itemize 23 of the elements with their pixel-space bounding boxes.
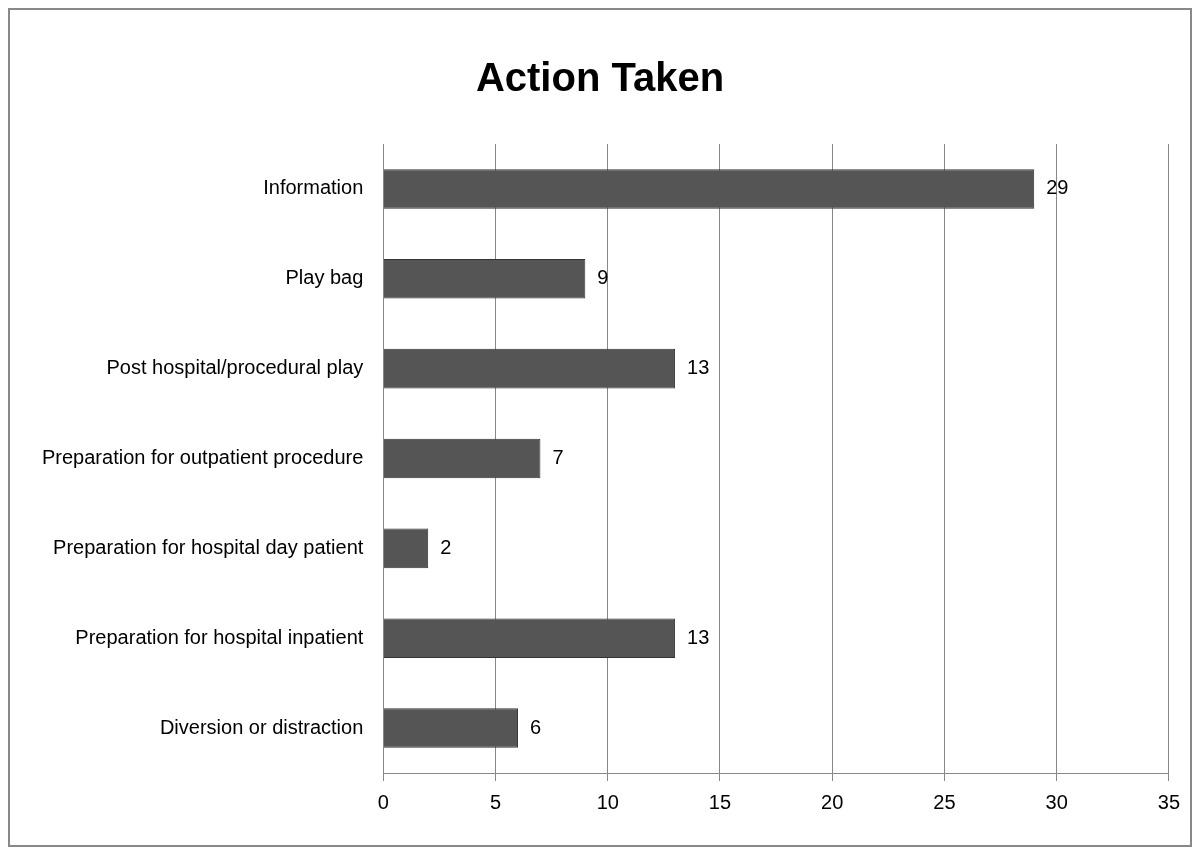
x-tick-label: 5	[489, 790, 502, 813]
y-tick-label: Play bag	[285, 266, 364, 289]
y-tick-label: Preparation for hospital day patient	[53, 535, 364, 558]
y-tick-label: Information	[263, 176, 364, 199]
x-tick-label: 0	[377, 790, 389, 813]
y-tick-label: Preparation for outpatient procedure	[41, 446, 364, 469]
chart-title: Action Taken	[475, 55, 725, 100]
data-label: 13	[687, 356, 710, 379]
y-tick-label: Diversion or distraction	[159, 715, 364, 738]
x-tick-label: 10	[596, 790, 619, 813]
data-label: 9	[597, 266, 609, 289]
data-label: 29	[1046, 176, 1069, 199]
data-label: 6	[529, 715, 542, 738]
data-label: 2	[440, 535, 452, 558]
y-tick-label: Preparation for hospital inpatient	[75, 625, 364, 648]
data-label: 7	[552, 446, 564, 469]
data-label: 13	[687, 625, 710, 648]
y-tick-label: Post hospital/procedural play	[106, 356, 364, 379]
x-tick-label: 35	[1157, 790, 1180, 813]
x-tick-label: 20	[821, 790, 844, 813]
x-tick-label: 25	[933, 790, 956, 813]
x-tick-label: 30	[1045, 790, 1068, 813]
x-tick-label: 15	[708, 790, 732, 813]
